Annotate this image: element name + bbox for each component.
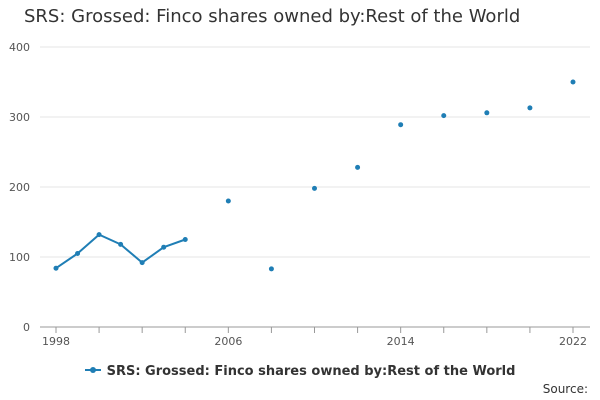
legend-swatch: [84, 366, 101, 373]
series-line-segment: [119, 243, 144, 264]
x-tick-label: 2006: [214, 335, 242, 348]
x-tick-label: 1998: [42, 335, 70, 348]
data-point[interactable]: [398, 122, 404, 128]
y-tick-label: 0: [23, 321, 30, 334]
data-point[interactable]: [441, 113, 447, 119]
data-point[interactable]: [570, 79, 576, 85]
grid-lines: [40, 46, 590, 258]
y-axis-ticks: 0 100 200 300 400: [9, 41, 30, 334]
y-tick-label: 200: [9, 181, 30, 194]
data-point[interactable]: [484, 110, 490, 116]
data-point[interactable]: [527, 105, 533, 111]
data-point[interactable]: [268, 266, 274, 272]
data-point[interactable]: [53, 265, 59, 271]
series-plot[interactable]: [53, 79, 576, 272]
chart-title: SRS: Grossed: Finco shares owned by:Rest…: [24, 6, 521, 27]
data-point[interactable]: [161, 244, 167, 250]
y-tick-label: 400: [9, 41, 30, 54]
data-point[interactable]: [118, 241, 124, 247]
data-point[interactable]: [355, 164, 361, 170]
source-label: Source:: [542, 382, 588, 396]
legend[interactable]: SRS: Grossed: Finco shares owned by:Rest…: [0, 364, 600, 379]
series-line-segment: [141, 246, 165, 264]
x-axis: [40, 326, 590, 333]
data-point[interactable]: [182, 237, 188, 242]
y-tick-label: 300: [9, 111, 30, 124]
x-tick-label: 2022: [559, 335, 587, 348]
data-point[interactable]: [96, 232, 102, 238]
x-tick-label: 2014: [387, 335, 415, 348]
data-point[interactable]: [225, 198, 231, 204]
data-point[interactable]: [75, 251, 81, 256]
x-axis-ticks: 1998 2006 2014 2022: [42, 335, 587, 348]
data-point[interactable]: [312, 185, 317, 191]
series-line-segment: [76, 233, 101, 255]
series-line-segment: [98, 233, 122, 246]
y-tick-label: 100: [9, 251, 30, 264]
legend-label: SRS: Grossed: Finco shares owned by:Rest…: [106, 364, 516, 379]
series-line-segment: [55, 252, 79, 270]
series-line-segment: [162, 238, 187, 249]
data-point[interactable]: [139, 260, 145, 266]
